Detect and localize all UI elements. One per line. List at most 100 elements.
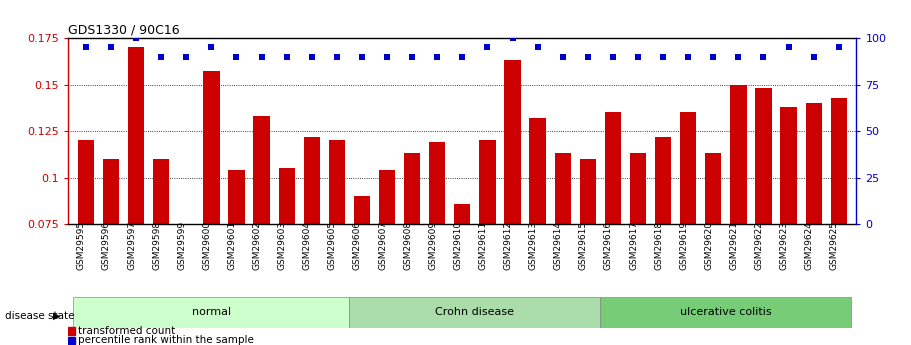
Point: [530, 45, 545, 50]
Point: [380, 54, 394, 59]
Text: normal: normal: [192, 307, 230, 317]
Bar: [203, 71, 220, 345]
Bar: [353, 196, 370, 345]
Bar: [479, 140, 496, 345]
Text: disease state: disease state: [5, 311, 74, 321]
Point: [656, 54, 670, 59]
Bar: [404, 154, 420, 345]
Point: [506, 35, 520, 41]
Text: GSM29620: GSM29620: [704, 221, 713, 270]
Text: GSM29612: GSM29612: [504, 221, 513, 270]
Text: GSM29613: GSM29613: [528, 221, 537, 270]
Bar: [379, 170, 395, 345]
Bar: [128, 47, 144, 345]
Text: GSM29601: GSM29601: [228, 221, 237, 270]
Text: GSM29598: GSM29598: [152, 221, 161, 270]
Bar: [329, 140, 345, 345]
Text: Crohn disease: Crohn disease: [435, 307, 515, 317]
Point: [455, 54, 470, 59]
Bar: [103, 159, 119, 345]
Point: [254, 54, 269, 59]
Point: [806, 54, 821, 59]
Text: ▶: ▶: [53, 311, 60, 321]
Point: [128, 35, 143, 41]
Bar: [455, 204, 470, 345]
Bar: [229, 170, 245, 345]
Text: GDS1330 / 90C16: GDS1330 / 90C16: [68, 24, 180, 37]
Text: GSM29622: GSM29622: [754, 221, 763, 270]
Text: GSM29624: GSM29624: [804, 221, 814, 270]
Point: [580, 54, 595, 59]
Point: [706, 54, 721, 59]
Text: GSM29605: GSM29605: [328, 221, 337, 270]
Text: GSM29602: GSM29602: [252, 221, 261, 270]
Point: [630, 54, 645, 59]
Text: GSM29595: GSM29595: [77, 221, 86, 270]
Bar: [68, 337, 76, 344]
FancyBboxPatch shape: [350, 297, 600, 328]
Text: ulcerative colitis: ulcerative colitis: [680, 307, 772, 317]
Point: [304, 54, 319, 59]
Text: percentile rank within the sample: percentile rank within the sample: [78, 335, 254, 345]
Bar: [831, 98, 847, 345]
Point: [154, 54, 169, 59]
Point: [204, 45, 219, 50]
Bar: [555, 154, 571, 345]
Bar: [429, 142, 445, 345]
Point: [782, 45, 796, 50]
Point: [179, 54, 193, 59]
Text: GSM29610: GSM29610: [454, 221, 462, 270]
Text: GSM29611: GSM29611: [478, 221, 487, 270]
Text: GSM29617: GSM29617: [629, 221, 638, 270]
Bar: [505, 60, 521, 345]
Bar: [805, 103, 822, 345]
Text: GSM29623: GSM29623: [780, 221, 789, 270]
Point: [681, 54, 695, 59]
Point: [280, 54, 294, 59]
Text: GSM29618: GSM29618: [654, 221, 663, 270]
Bar: [605, 112, 621, 345]
Point: [104, 45, 118, 50]
Text: GSM29607: GSM29607: [378, 221, 387, 270]
Bar: [731, 85, 746, 345]
Bar: [279, 168, 295, 345]
Text: GSM29597: GSM29597: [127, 221, 136, 270]
Bar: [755, 88, 772, 345]
Text: GSM29606: GSM29606: [353, 221, 362, 270]
Text: GSM29603: GSM29603: [278, 221, 287, 270]
Text: GSM29596: GSM29596: [102, 221, 111, 270]
Bar: [253, 116, 270, 345]
Point: [430, 54, 445, 59]
Bar: [303, 137, 320, 345]
Point: [354, 54, 369, 59]
Bar: [529, 118, 546, 345]
Text: GSM29621: GSM29621: [730, 221, 739, 270]
Point: [78, 45, 93, 50]
Text: GSM29616: GSM29616: [604, 221, 613, 270]
Bar: [579, 159, 596, 345]
Point: [404, 54, 419, 59]
FancyBboxPatch shape: [600, 297, 851, 328]
Point: [480, 45, 495, 50]
Point: [756, 54, 771, 59]
Text: GSM29608: GSM29608: [404, 221, 412, 270]
Bar: [179, 224, 194, 345]
FancyBboxPatch shape: [74, 297, 350, 328]
Text: GSM29599: GSM29599: [178, 221, 186, 270]
Bar: [68, 327, 76, 335]
Text: GSM29614: GSM29614: [554, 221, 563, 270]
Point: [606, 54, 620, 59]
Bar: [680, 112, 696, 345]
Point: [556, 54, 570, 59]
Point: [230, 54, 244, 59]
Text: GSM29619: GSM29619: [680, 221, 688, 270]
Bar: [153, 159, 169, 345]
Text: GSM29625: GSM29625: [830, 221, 839, 270]
Point: [732, 54, 746, 59]
Text: transformed count: transformed count: [78, 326, 176, 336]
Text: GSM29600: GSM29600: [202, 221, 211, 270]
Point: [330, 54, 344, 59]
Bar: [655, 137, 671, 345]
Text: GSM29604: GSM29604: [302, 221, 312, 270]
Bar: [705, 154, 722, 345]
